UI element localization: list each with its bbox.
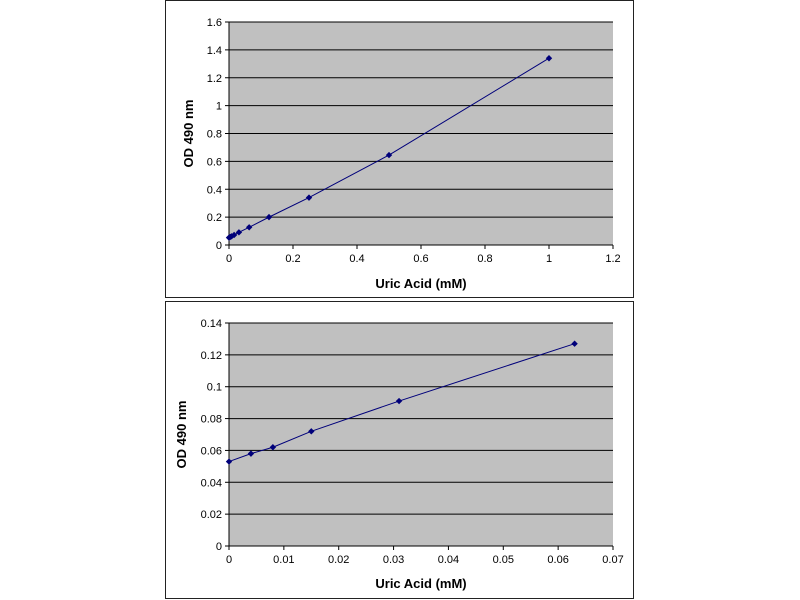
data-point — [269, 444, 277, 451]
y-tick-label: 0.6 — [207, 156, 222, 168]
x-tick-label: 0.01 — [273, 554, 294, 566]
series-line — [228, 343, 575, 463]
data-point — [385, 151, 393, 159]
y-tick-label: 0 — [216, 240, 222, 252]
chart-panel-bottom: 0 0.02 0.04 0.06 0.08 0.1 0.12 0.14 0 0.01 0.02 0.0… — [165, 301, 634, 599]
x-tick-label: 1 — [546, 253, 552, 265]
y-tick-label: 0.4 — [207, 184, 222, 196]
chart-svg-bottom: 0 0.02 0.04 0.06 0.08 0.1 0.12 0.14 0 0.01 0.02 0.0… — [174, 318, 624, 591]
y-tick-label: 0 — [216, 541, 222, 553]
data-point — [247, 450, 255, 457]
x-tick-label: 0.6 — [413, 253, 428, 265]
y-axis-title: OD 490 nm — [181, 100, 196, 168]
x-tick-label: 0.05 — [493, 554, 514, 566]
x-tick-label: 0.4 — [349, 253, 364, 265]
plot-area — [229, 323, 613, 546]
data-point — [230, 231, 238, 239]
x-tick-label: 0 — [226, 253, 232, 265]
y-tick-label: 0.06 — [201, 445, 222, 457]
y-tick-label: 0.14 — [201, 318, 222, 330]
data-point — [545, 55, 553, 62]
x-axis-title: Uric Acid (mM) — [375, 276, 466, 291]
data-point — [225, 458, 233, 465]
data-point — [265, 213, 273, 221]
data-point — [235, 229, 243, 236]
y-tick-label: 0.12 — [201, 350, 222, 362]
x-tick-label: 1.2 — [605, 253, 620, 265]
y-tick-label: 0.02 — [201, 509, 222, 521]
y-tick-label: 1.6 — [207, 17, 222, 29]
x-tick-label: 0.02 — [328, 554, 349, 566]
x-tick-label: 0.8 — [477, 253, 492, 265]
y-tick-label: 0.8 — [207, 129, 222, 141]
y-axis-title: OD 490 nm — [174, 401, 189, 469]
x-tick-label: 0.2 — [285, 253, 300, 265]
x-tick-label: 0.07 — [602, 554, 623, 566]
y-tick-label: 0.04 — [201, 477, 222, 489]
data-point — [305, 194, 313, 201]
data-point — [395, 397, 403, 405]
x-tick-label: 0.04 — [438, 554, 459, 566]
y-tick-label: 0.1 — [207, 382, 222, 394]
x-tick-label: 0.06 — [547, 554, 568, 566]
x-axis-title: Uric Acid (mM) — [375, 576, 466, 591]
y-tick-label: 1.2 — [207, 73, 222, 85]
y-tick-label: 1 — [216, 101, 222, 113]
x-tick-label: 0 — [226, 554, 232, 566]
y-tick-label: 1.4 — [207, 45, 222, 57]
data-point — [245, 224, 253, 231]
x-tick-label: 0.03 — [383, 554, 404, 566]
y-tick-label: 0.08 — [201, 414, 222, 426]
chart-panel-top: 0 0.2 0.4 0.6 0.8 1 1.2 1.4 1.6 0 0.2 0.4 0.6 0.8 1 1.2… — [165, 0, 634, 298]
data-point — [308, 428, 315, 435]
data-point — [571, 340, 578, 347]
chart-svg-top: 0 0.2 0.4 0.6 0.8 1 1.2 1.4 1.6 0 0.2 0.4 0.6 0.8 1 1.2… — [181, 17, 621, 291]
y-tick-label: 0.2 — [207, 212, 222, 224]
